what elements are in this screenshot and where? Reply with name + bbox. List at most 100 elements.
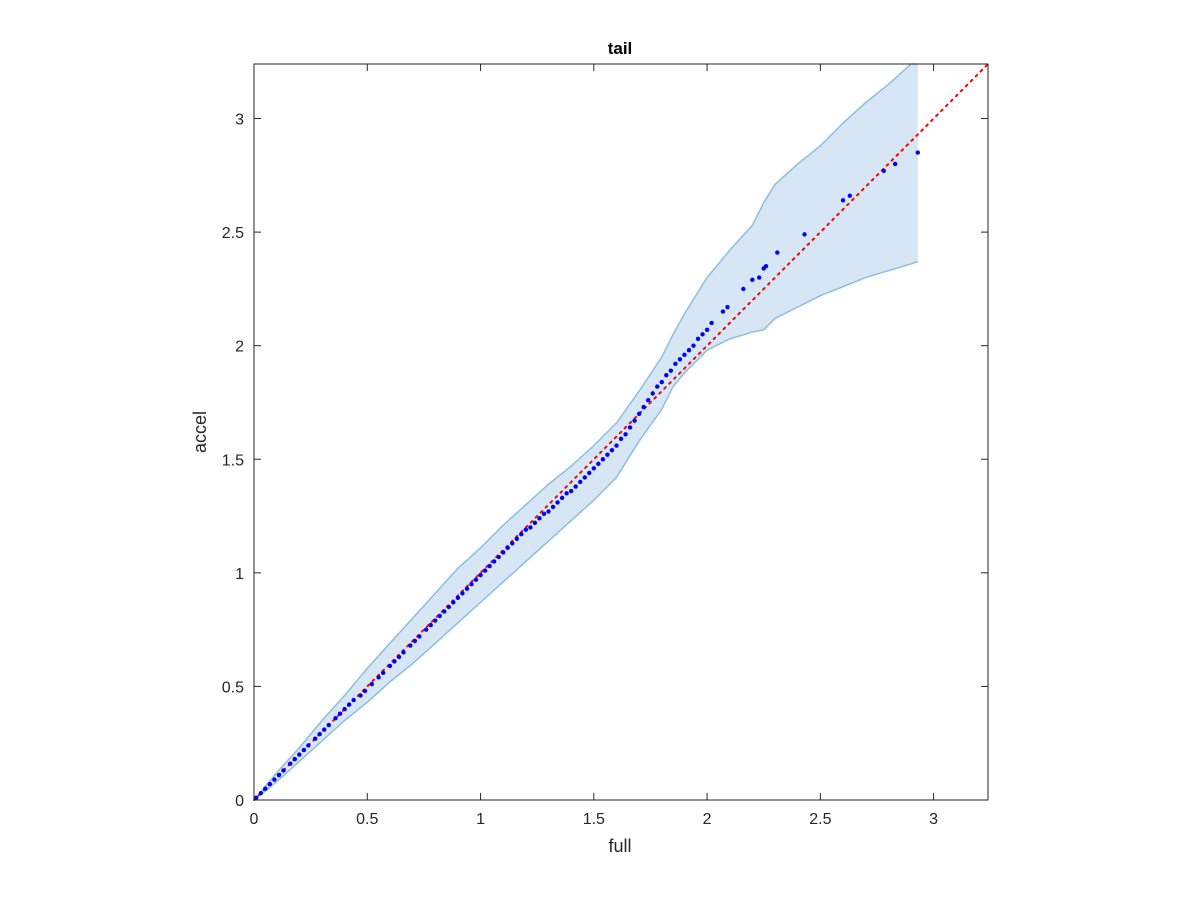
data-point — [682, 352, 687, 357]
data-point — [346, 702, 352, 707]
data-point — [664, 373, 669, 378]
data-point — [596, 461, 601, 467]
data-points — [254, 150, 920, 800]
data-point — [496, 554, 501, 560]
data-point — [709, 320, 714, 326]
data-point — [650, 391, 655, 396]
x-tick-label: 1.5 — [583, 811, 605, 828]
data-point — [609, 447, 615, 453]
data-point — [263, 786, 268, 791]
data-point — [618, 436, 624, 442]
band-upper-edge — [253, 63, 918, 801]
data-point — [632, 418, 637, 423]
data-point — [469, 581, 474, 587]
data-point — [267, 781, 273, 787]
band-lower-edge — [253, 260, 919, 801]
data-point — [704, 327, 710, 332]
y-tick-label: 1.5 — [222, 452, 244, 469]
data-point — [840, 198, 846, 203]
data-point — [254, 795, 259, 800]
data-point — [392, 659, 397, 664]
data-point — [641, 404, 646, 410]
data-point — [306, 743, 311, 748]
data-point — [555, 500, 560, 505]
data-point — [333, 716, 338, 721]
data-point — [342, 706, 347, 712]
data-point — [775, 250, 780, 255]
data-point — [582, 475, 587, 480]
data-point — [380, 670, 386, 675]
data-point — [478, 572, 483, 578]
data-point — [487, 563, 492, 569]
data-point — [387, 663, 393, 669]
data-point — [428, 622, 433, 628]
chart-title: tail — [608, 39, 633, 58]
y-axis-label: accel — [190, 411, 210, 453]
data-point — [351, 697, 356, 703]
data-point — [725, 304, 730, 310]
data-point — [423, 627, 429, 632]
x-tick-label: 1 — [476, 811, 485, 828]
data-point — [417, 634, 422, 639]
data-point — [605, 452, 610, 457]
data-point — [546, 509, 551, 514]
data-point — [460, 591, 465, 596]
data-point — [519, 532, 524, 537]
data-point — [523, 527, 529, 532]
data-point — [573, 484, 578, 489]
data-point — [455, 595, 461, 601]
data-point — [659, 379, 664, 385]
data-point — [301, 747, 307, 753]
data-point — [281, 768, 286, 773]
data-point — [847, 193, 853, 198]
data-point — [691, 343, 696, 348]
axes-box — [253, 63, 989, 801]
data-point — [587, 470, 592, 476]
data-point — [408, 643, 413, 648]
data-point — [442, 609, 447, 614]
y-tick-label: 2 — [235, 339, 244, 356]
data-point — [645, 397, 651, 403]
reference-line — [253, 63, 989, 801]
data-point — [892, 161, 898, 167]
y-tick-label: 0 — [235, 793, 244, 810]
data-point — [326, 722, 331, 728]
data-point — [369, 681, 375, 687]
data-point — [446, 604, 452, 610]
data-point — [881, 168, 886, 173]
data-point — [464, 586, 470, 591]
data-point — [528, 525, 533, 530]
data-point — [358, 693, 363, 698]
data-point — [433, 618, 438, 623]
data-point — [741, 286, 746, 292]
data-point — [568, 488, 574, 494]
data-point — [482, 568, 488, 573]
band-group — [253, 63, 919, 801]
y-ticks: 0 0.5 1 1.5 2 2.5 3 — [222, 112, 988, 810]
data-point — [337, 711, 343, 716]
data-point — [272, 777, 277, 782]
data-point — [401, 650, 406, 655]
data-point — [532, 520, 538, 526]
data-point — [564, 491, 569, 496]
data-point — [756, 275, 762, 280]
data-point — [322, 727, 327, 732]
data-point — [412, 638, 418, 644]
data-point — [491, 559, 497, 564]
data-point — [258, 790, 263, 796]
data-point — [673, 361, 678, 367]
data-point — [614, 443, 619, 448]
data-point — [578, 479, 583, 485]
data-point — [750, 277, 755, 283]
data-point — [317, 731, 322, 737]
y-tick-label: 2.5 — [222, 225, 244, 242]
data-point — [362, 688, 368, 694]
y-tick-label: 3 — [235, 112, 244, 129]
y-tick-label: 1 — [235, 566, 244, 583]
x-tick-label: 0.5 — [356, 811, 378, 828]
confidence-band — [254, 64, 918, 800]
data-point — [677, 357, 683, 362]
data-point — [514, 536, 519, 541]
data-point — [451, 600, 456, 605]
data-point — [505, 545, 510, 551]
